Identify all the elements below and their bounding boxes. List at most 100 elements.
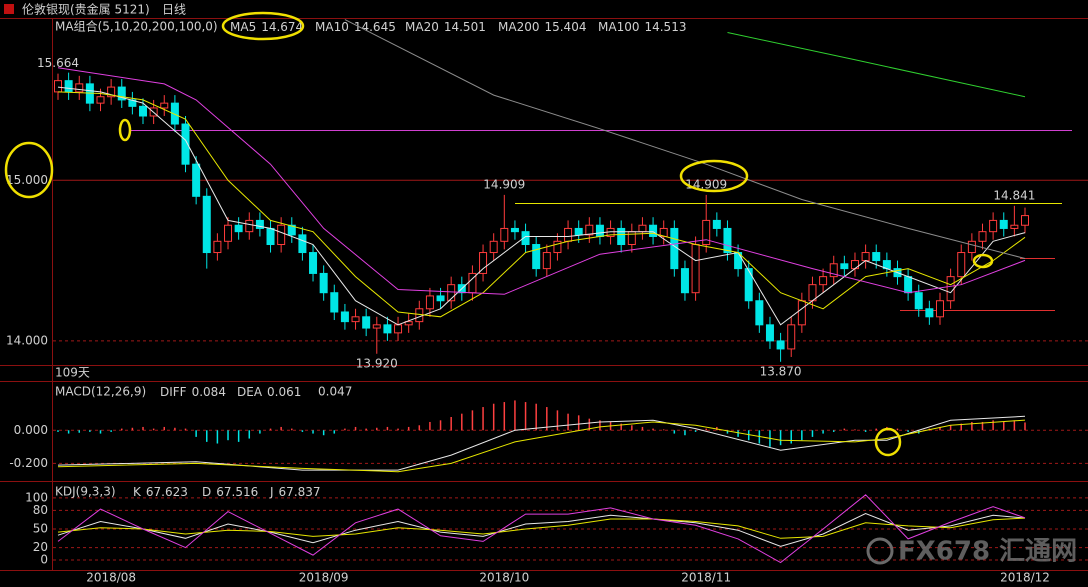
low-label: 13.920 [356,356,398,370]
candle-body [309,252,318,274]
candle-body [64,80,73,93]
candle-body [840,263,849,270]
candle-body [255,219,264,229]
legend-entry: MA100 14.513 [598,20,686,34]
candle-body [765,324,774,342]
candle-body [202,195,211,254]
plot-area: 15.000 14.000 MA组合(5,10,20,200,100,0) MA5 14… [6,19,1088,585]
symbol-title: 伦敦银现(贵金属 5121) [22,2,150,17]
x-tick-label: 2018/08 [86,571,136,585]
highlight-circle [221,11,305,41]
candle-body [394,324,403,334]
candle-body [415,308,424,323]
candle-body [680,268,689,294]
candle-body [670,227,679,270]
y-tick-label: 0.000 [14,423,48,437]
legend-name: MA10 [315,20,349,34]
candle-body [532,244,541,270]
candle-body [170,102,179,125]
candle-body [54,80,62,93]
candle-body [447,284,456,302]
series-line [727,32,1026,98]
candle-body [755,300,764,326]
y-tick-label: 15.000 [6,173,48,187]
y-tick-label: 0 [40,553,48,567]
legend-name: MA100 [598,20,639,34]
candle-body [1021,215,1029,226]
candle-body [107,86,116,98]
symbol-icon [4,4,14,14]
highlight-circle [874,427,902,457]
y-tick-label: -0.200 [9,456,48,470]
candle-body [564,227,573,242]
x-tick-label: 2018/12 [1000,571,1050,585]
candle-body [691,244,700,294]
candle-body [404,321,413,326]
y-tick-label: 80 [33,503,48,517]
candle-body [510,227,519,233]
candle-body [1010,224,1019,229]
candle-body [850,260,859,270]
candle-body [553,240,562,254]
candle-body [479,252,488,274]
candle-body [617,227,626,246]
legend-name: DIFF [160,385,187,399]
candle-body [351,316,360,323]
candle-body [946,276,955,302]
series-line [57,517,1026,539]
series-line [344,19,1026,259]
candle-body [298,234,307,254]
high-label: 14.841 [993,188,1035,202]
highlight-circle [118,118,132,142]
candle-body [819,276,828,286]
watermark-logo [866,537,894,565]
legend-entry: MA20 14.501 [405,20,486,34]
legend-entry: MA5 14.674 [230,20,303,34]
series-line [57,86,1026,326]
legend-title: MACD(12,26,9) [55,385,146,399]
candle-body [160,102,169,109]
candle-body [234,224,243,233]
candle-body [181,123,190,165]
candle-body [797,300,806,326]
high-label: 14.909 [483,177,525,191]
candle-body [978,231,987,242]
legend-value: 14.645 [354,20,396,34]
legend-title: KDJ(9,3,3) [55,485,116,499]
candle-body [362,316,371,329]
candle-body [489,240,498,254]
candle-body [829,263,838,278]
span-label: 109天 [55,366,90,380]
candle-body [585,224,594,236]
candle-body [787,324,796,350]
candle-body [649,224,658,237]
legend-name: D [202,485,211,499]
x-tick-label: 2018/10 [479,571,529,585]
series-line [57,67,1026,295]
watermark: FX678 汇通网 [898,537,1077,567]
legend-value: 0.061 [267,385,301,399]
candle-body [999,219,1008,229]
candle-body [224,224,233,242]
candle-body [436,295,445,302]
candle-body [776,340,785,350]
candle-body [192,163,201,197]
legend-name: K [133,485,142,499]
series-line [57,415,1026,471]
candle-body [277,224,286,246]
candle-body [925,308,934,318]
legend-name: J [269,485,274,499]
candle-body [117,86,126,101]
legend-value: 0.047 [318,385,352,399]
x-tick-label: 2018/09 [299,571,349,585]
candle-body [744,268,753,302]
y-tick-label: 50 [33,521,48,535]
candle-body [213,240,222,254]
candle-body [372,324,381,329]
candle-body [542,252,551,270]
highlight-circle [972,253,994,269]
candle-body [139,105,148,117]
candle-body [245,219,254,233]
